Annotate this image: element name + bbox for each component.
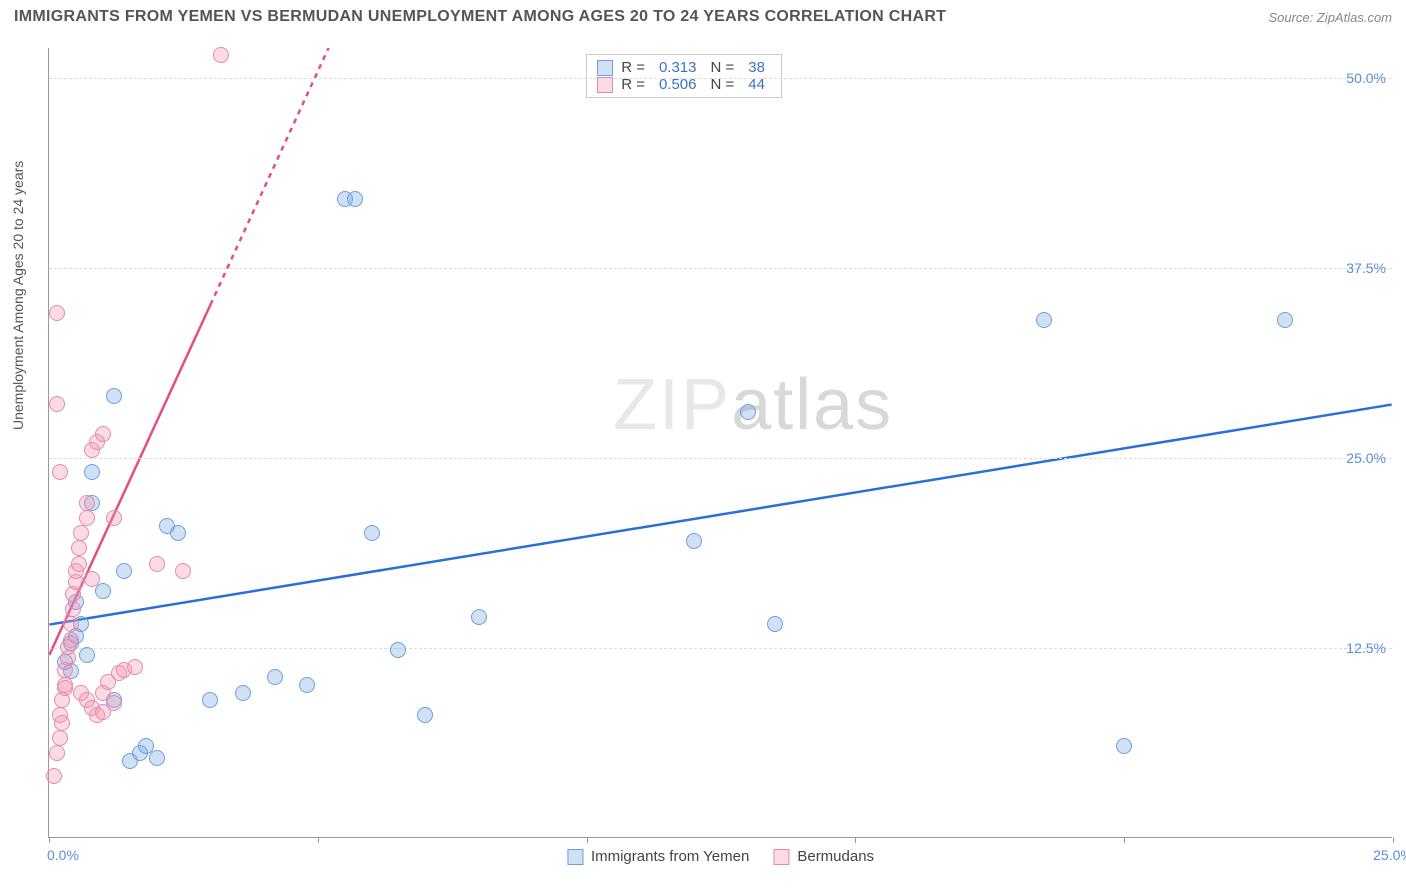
scatter-point-bermudan (127, 659, 143, 675)
scatter-point-yemen (390, 642, 406, 658)
legend-correlation: R =0.313N =38R =0.506N =44 (586, 54, 782, 98)
scatter-point-bermudan (71, 540, 87, 556)
scatter-point-yemen (170, 525, 186, 541)
scatter-point-bermudan (65, 601, 81, 617)
scatter-point-yemen (95, 583, 111, 599)
scatter-point-yemen (79, 647, 95, 663)
gridline-h (49, 268, 1392, 269)
scatter-point-bermudan (175, 563, 191, 579)
scatter-point-bermudan (149, 556, 165, 572)
x-tick (1124, 837, 1125, 843)
chart-title: IMMIGRANTS FROM YEMEN VS BERMUDAN UNEMPL… (14, 8, 946, 26)
scatter-point-yemen (235, 685, 251, 701)
gridline-h (49, 458, 1392, 459)
y-tick-label: 50.0% (1346, 70, 1386, 86)
scatter-point-yemen (1277, 312, 1293, 328)
scatter-point-yemen (84, 464, 100, 480)
x-tick (49, 837, 50, 843)
scatter-point-yemen (347, 191, 363, 207)
scatter-point-bermudan (49, 396, 65, 412)
scatter-point-bermudan (213, 47, 229, 63)
scatter-point-bermudan (63, 632, 79, 648)
scatter-point-yemen (116, 563, 132, 579)
legend-swatch (567, 849, 583, 865)
legend-r-value: 0.313 (659, 59, 697, 76)
x-tick (587, 837, 588, 843)
y-axis-label: Unemployment Among Ages 20 to 24 years (10, 161, 26, 430)
scatter-point-yemen (686, 533, 702, 549)
legend-swatch (597, 60, 613, 76)
scatter-point-bermudan (73, 525, 89, 541)
scatter-point-yemen (740, 404, 756, 420)
scatter-point-bermudan (106, 510, 122, 526)
scatter-point-bermudan (63, 616, 79, 632)
legend-series-item: Immigrants from Yemen (567, 848, 749, 865)
scatter-point-yemen (149, 750, 165, 766)
y-tick-label: 25.0% (1346, 450, 1386, 466)
scatter-point-yemen (767, 616, 783, 632)
legend-series-label: Immigrants from Yemen (591, 848, 749, 865)
legend-series-label: Bermudans (797, 848, 874, 865)
scatter-point-bermudan (84, 571, 100, 587)
scatter-point-yemen (1036, 312, 1052, 328)
legend-corr-row: R = 0.313 N = 38 (597, 59, 771, 76)
scatter-point-yemen (1116, 738, 1132, 754)
legend-series-item: Bermudans (773, 848, 874, 865)
scatter-point-yemen (202, 692, 218, 708)
scatter-point-bermudan (71, 556, 87, 572)
scatter-point-bermudan (52, 730, 68, 746)
scatter-point-yemen (364, 525, 380, 541)
x-tick (1393, 837, 1394, 843)
source-attribution: Source: ZipAtlas.com (1268, 10, 1392, 25)
legend-n-label: N = (711, 59, 735, 76)
legend-r-label: R = (621, 59, 645, 76)
x-tick (855, 837, 856, 843)
chart-plot-area: ZIPatlas R =0.313N =38R =0.506N =44 Immi… (48, 48, 1392, 838)
scatter-point-bermudan (54, 715, 70, 731)
y-tick-label: 37.5% (1346, 260, 1386, 276)
scatter-point-bermudan (46, 768, 62, 784)
x-tick-label: 25.0% (1373, 847, 1406, 863)
scatter-point-bermudan (79, 495, 95, 511)
x-tick-label: 0.0% (47, 847, 79, 863)
scatter-point-yemen (471, 609, 487, 625)
scatter-point-bermudan (79, 510, 95, 526)
gridline-h (49, 78, 1392, 79)
scatter-point-bermudan (95, 426, 111, 442)
scatter-point-bermudan (49, 305, 65, 321)
legend-swatch (773, 849, 789, 865)
y-tick-label: 12.5% (1346, 640, 1386, 656)
scatter-point-bermudan (52, 464, 68, 480)
scatter-point-yemen (106, 388, 122, 404)
scatter-point-bermudan (106, 695, 122, 711)
scatter-point-bermudan (57, 677, 73, 693)
scatter-point-yemen (138, 738, 154, 754)
scatter-point-yemen (299, 677, 315, 693)
scatter-point-bermudan (49, 745, 65, 761)
scatter-point-yemen (267, 669, 283, 685)
legend-n-value: 38 (748, 59, 765, 76)
legend-series: Immigrants from Yemen Bermudans (567, 848, 874, 865)
gridline-h (49, 648, 1392, 649)
scatter-point-yemen (417, 707, 433, 723)
x-tick (318, 837, 319, 843)
